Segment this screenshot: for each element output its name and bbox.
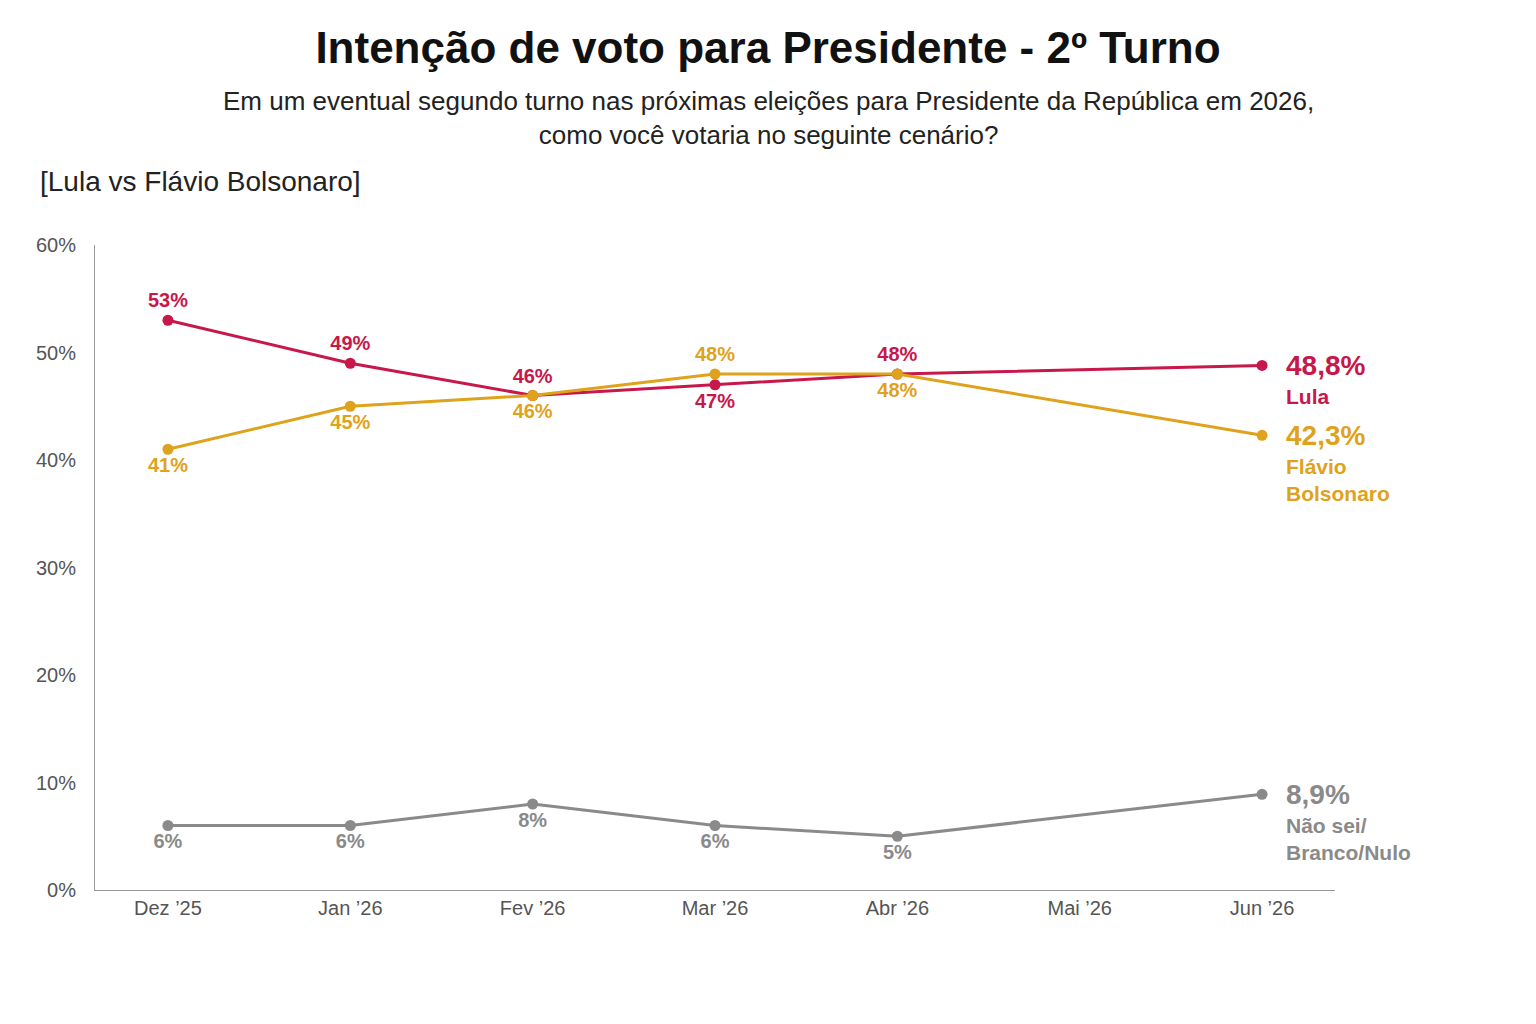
svg-text:Abr ’26: Abr ’26: [866, 897, 929, 919]
svg-text:[Lula vs Flávio Bolsonaro]: [Lula vs Flávio Bolsonaro]: [40, 166, 361, 197]
svg-text:30%: 30%: [36, 557, 76, 579]
svg-text:20%: 20%: [36, 664, 76, 686]
svg-text:45%: 45%: [330, 411, 370, 433]
svg-text:Intenção de voto para Presiden: Intenção de voto para Presidente - 2º Tu…: [315, 23, 1220, 72]
svg-text:Não sei/Branco/Nulo: Não sei/Branco/Nulo: [1286, 814, 1411, 864]
svg-text:10%: 10%: [36, 772, 76, 794]
svg-text:46%: 46%: [513, 400, 553, 422]
svg-text:48%: 48%: [695, 343, 735, 365]
svg-text:46%: 46%: [513, 365, 553, 387]
svg-text:60%: 60%: [36, 234, 76, 256]
svg-text:40%: 40%: [36, 449, 76, 471]
svg-text:0%: 0%: [47, 879, 76, 901]
svg-text:48%: 48%: [877, 379, 917, 401]
svg-text:8,9%: 8,9%: [1286, 779, 1350, 810]
svg-text:41%: 41%: [148, 454, 188, 476]
svg-text:8%: 8%: [518, 809, 547, 831]
svg-text:Dez ’25: Dez ’25: [134, 897, 202, 919]
svg-text:53%: 53%: [148, 289, 188, 311]
svg-text:5%: 5%: [883, 841, 912, 863]
svg-text:Mar ’26: Mar ’26: [682, 897, 749, 919]
svg-text:6%: 6%: [153, 830, 182, 852]
svg-text:Lula: Lula: [1286, 385, 1329, 408]
svg-text:48,8%: 48,8%: [1286, 350, 1365, 381]
svg-text:Em um eventual segundo turno n: Em um eventual segundo turno nas próxima…: [223, 86, 1314, 150]
svg-text:48%: 48%: [877, 343, 917, 365]
svg-text:Fev ’26: Fev ’26: [500, 897, 566, 919]
svg-text:47%: 47%: [695, 390, 735, 412]
svg-text:42,3%: 42,3%: [1286, 420, 1365, 451]
svg-text:Jan ’26: Jan ’26: [318, 897, 383, 919]
svg-text:6%: 6%: [701, 830, 730, 852]
svg-text:50%: 50%: [36, 342, 76, 364]
svg-text:Jun ’26: Jun ’26: [1230, 897, 1295, 919]
svg-text:Mai ’26: Mai ’26: [1047, 897, 1111, 919]
svg-text:49%: 49%: [330, 332, 370, 354]
svg-text:6%: 6%: [336, 830, 365, 852]
svg-text:FlávioBolsonaro: FlávioBolsonaro: [1286, 455, 1390, 505]
